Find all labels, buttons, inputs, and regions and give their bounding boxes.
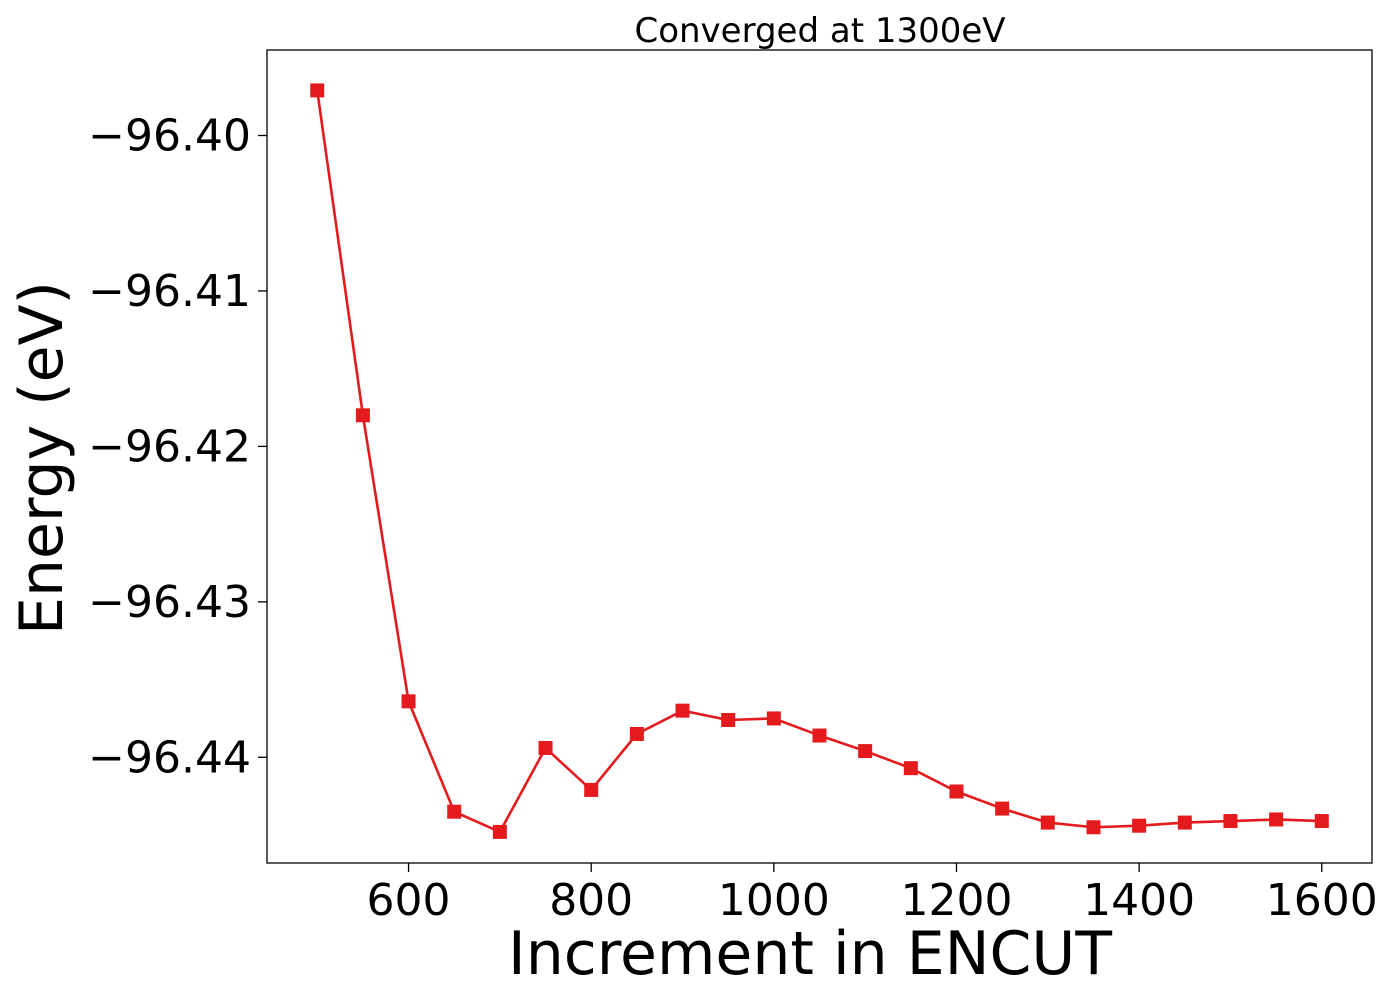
data-point-marker <box>447 804 462 819</box>
x-tick-label: 800 <box>549 875 633 926</box>
data-point-marker <box>766 711 781 726</box>
chart-title: Converged at 1300eV <box>634 11 1005 51</box>
data-point-marker <box>903 761 918 776</box>
y-tick-label: −96.44 <box>88 732 251 783</box>
x-tick-label: 600 <box>367 875 451 926</box>
data-point-marker <box>538 740 553 755</box>
data-point-marker <box>812 728 827 743</box>
y-tick-label: −96.41 <box>88 266 251 317</box>
data-point-marker <box>1132 818 1147 833</box>
series-line <box>315 90 1322 834</box>
y-tick-label: −96.43 <box>88 577 251 628</box>
data-point-marker <box>584 782 599 797</box>
x-tick-label: 1600 <box>1266 875 1378 926</box>
data-point-marker <box>1269 812 1284 827</box>
y-axis-label: Energy (eV) <box>7 281 77 635</box>
data-point-marker <box>949 784 964 799</box>
data-point-marker <box>1223 814 1238 829</box>
data-point-marker <box>492 824 507 839</box>
data-point-marker <box>355 408 370 423</box>
y-tick-label: −96.40 <box>88 110 251 161</box>
data-point-marker <box>1086 820 1101 835</box>
data-point-marker <box>1040 815 1055 830</box>
data-point-marker <box>675 703 690 718</box>
y-axis: −96.40 −96.41 −96.42 −96.43 −96.44 <box>88 110 267 783</box>
data-point-marker <box>629 726 644 741</box>
x-tick-label: 1400 <box>1083 875 1195 926</box>
data-point-marker <box>858 744 873 759</box>
data-point-marker <box>1177 815 1192 830</box>
data-point-marker <box>401 694 416 709</box>
x-axis: 600 800 1000 1200 1400 1600 <box>367 863 1378 926</box>
series-layer <box>310 83 1329 839</box>
y-tick-label: −96.42 <box>88 421 251 472</box>
x-tick-label: 1200 <box>900 875 1012 926</box>
data-point-marker <box>310 83 325 98</box>
data-point-marker <box>1314 814 1329 829</box>
x-tick-label: 1000 <box>718 875 830 926</box>
data-point-marker <box>721 712 736 727</box>
data-point-marker <box>995 801 1010 816</box>
plot-frame <box>266 49 1373 864</box>
x-axis-label: Increment in ENCUT <box>508 919 1112 989</box>
